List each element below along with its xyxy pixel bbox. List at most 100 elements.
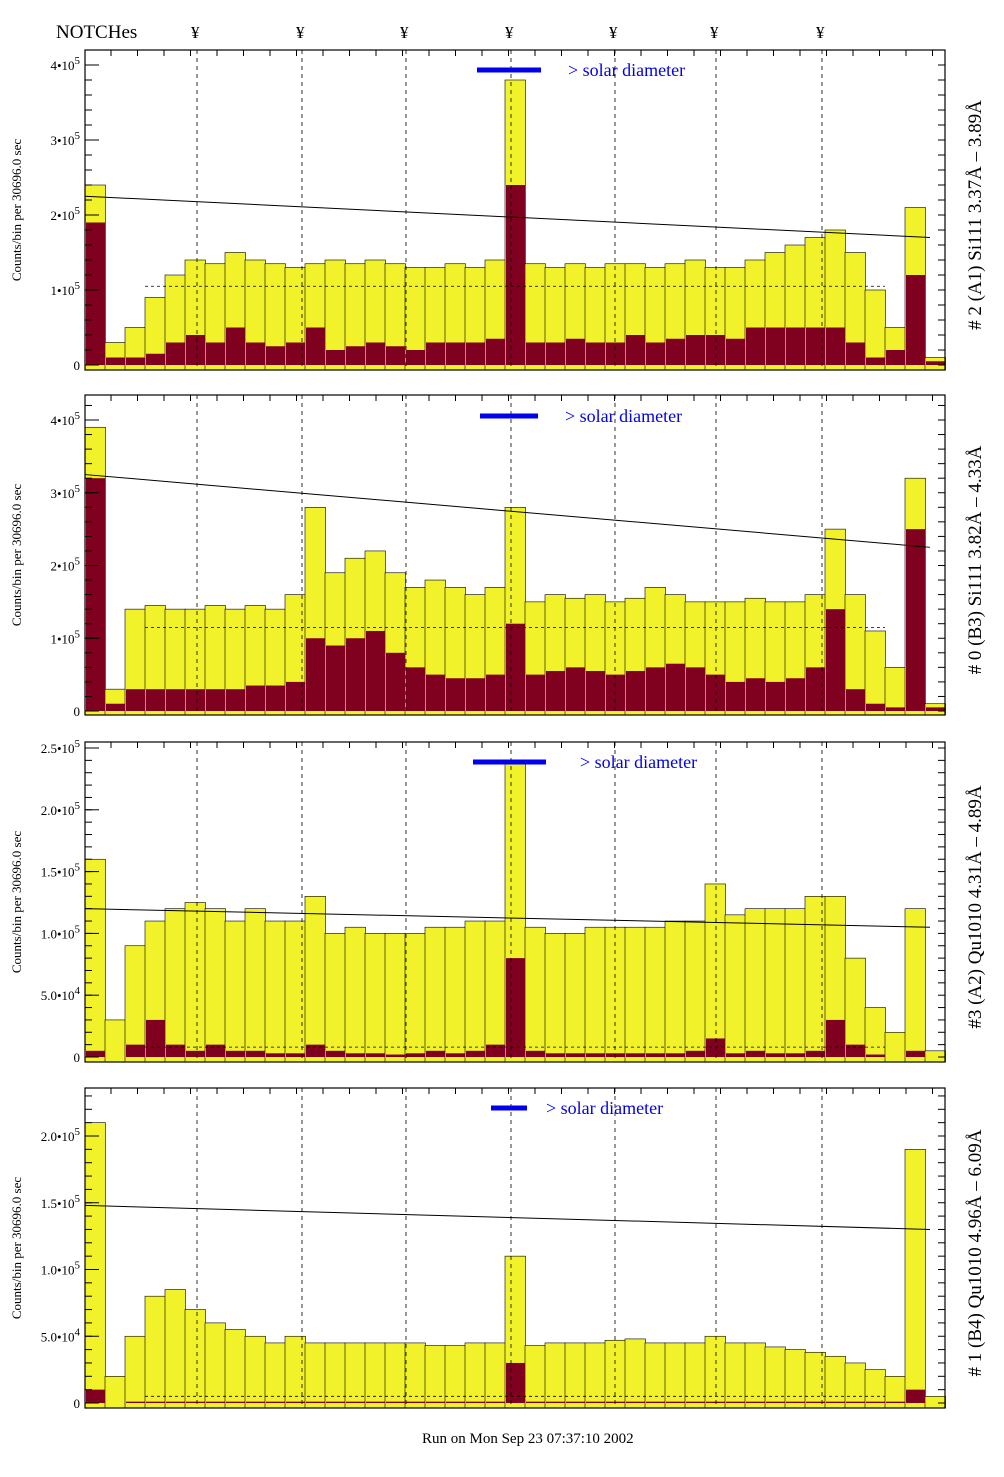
core-bar — [106, 357, 125, 365]
core-bar — [146, 689, 165, 711]
core-bar — [866, 357, 885, 365]
total-bar — [564, 933, 586, 1063]
y-tick-label: 0 — [74, 1396, 81, 1411]
chart-panel-1: 0 1•105 2•105 3•105 4•105 Counts/bin per 3069… — [9, 394, 986, 719]
total-bar — [364, 933, 386, 1063]
notch-marker: ¥ — [505, 23, 514, 42]
core-bar — [586, 1401, 605, 1403]
core-bar — [766, 1053, 785, 1057]
solar-diameter-label: > solar diameter — [565, 406, 682, 426]
total-bar — [104, 1019, 126, 1063]
total-bar — [264, 1342, 286, 1409]
run-timestamp: Run on Mon Sep 23 07:37:10 2002 — [422, 1431, 634, 1447]
y-tick-label: 2.0•105 — [41, 1126, 81, 1144]
core-bar — [346, 1053, 365, 1057]
core-bar — [526, 342, 545, 365]
core-bar — [286, 342, 305, 365]
total-bar — [824, 1355, 846, 1409]
core-bar — [726, 1053, 745, 1057]
plot-frame — [84, 394, 946, 716]
total-bar — [364, 1342, 386, 1409]
total-bar — [704, 883, 726, 1063]
total-bar — [124, 945, 146, 1063]
total-bar — [804, 896, 826, 1063]
core-bar — [606, 1053, 625, 1057]
notch-marker: ¥ — [816, 23, 825, 42]
total-bar — [484, 920, 506, 1063]
total-bar — [844, 1362, 866, 1409]
core-bar — [506, 185, 525, 365]
total-bar — [684, 1342, 706, 1409]
core-bar — [246, 1401, 265, 1403]
core-bar — [246, 342, 265, 365]
core-bar — [186, 1401, 205, 1403]
core-bar — [326, 645, 345, 711]
core-bar — [326, 1050, 345, 1057]
total-bar — [444, 1345, 466, 1409]
total-bar — [664, 1342, 686, 1409]
core-bar — [546, 1053, 565, 1057]
total-bar — [164, 908, 186, 1063]
y-tick-label: 1.5•105 — [41, 1193, 81, 1211]
total-bar — [324, 1342, 346, 1409]
core-bar — [386, 652, 405, 711]
total-bar — [284, 920, 306, 1063]
core-bar — [826, 609, 845, 711]
core-bar — [806, 327, 825, 365]
core-bar — [286, 1401, 305, 1403]
core-bar — [666, 1401, 685, 1403]
total-bar — [284, 1335, 306, 1409]
total-bar — [184, 1309, 206, 1409]
total-bar — [564, 1342, 586, 1409]
total-bar — [464, 1342, 486, 1409]
total-bar — [104, 1376, 126, 1409]
solar-diameter-label: > solar diameter — [546, 1098, 663, 1118]
core-bar — [766, 1401, 785, 1403]
core-bar — [786, 327, 805, 365]
core-bar — [786, 1401, 805, 1403]
total-bar — [484, 1342, 506, 1409]
chart-panel-0: 0 1•105 2•105 3•105 4•105 Counts/bin per 3069… — [9, 49, 986, 373]
core-bar — [346, 346, 365, 365]
total-bar — [424, 926, 446, 1063]
y-tick-label: 1•105 — [50, 280, 80, 298]
y-tick-label: 0 — [74, 1050, 81, 1065]
core-bar — [346, 638, 365, 711]
panel-title: # 1 (B4) Qu1010 4.96Å – 6.09Å — [965, 1129, 986, 1376]
core-bar — [246, 685, 265, 711]
core-bar — [166, 342, 185, 365]
core-bar — [686, 335, 705, 365]
core-bar — [266, 685, 285, 711]
total-bar — [444, 926, 466, 1063]
total-bar — [684, 920, 706, 1063]
core-bar — [466, 1401, 485, 1403]
core-bar — [526, 1050, 545, 1057]
core-bar — [166, 1044, 185, 1057]
core-bar — [826, 1401, 845, 1403]
core-bar — [566, 1053, 585, 1057]
core-bar — [446, 678, 465, 711]
core-bar — [426, 1050, 445, 1057]
total-bar — [304, 896, 326, 1063]
core-bar — [306, 638, 325, 711]
core-bar — [186, 335, 205, 365]
core-bar — [846, 1401, 865, 1403]
fit-line — [84, 474, 931, 548]
notches-label: NOTCHes — [56, 22, 137, 43]
core-bar — [666, 1053, 685, 1057]
core-bar — [206, 342, 225, 365]
core-bar — [906, 275, 925, 365]
chart-panel-3: 0 5.0•104 1.0•105 1.5•105 2.0•105 Counts/bin … — [9, 1087, 986, 1411]
core-bar — [906, 1050, 925, 1057]
notch-marker: ¥ — [400, 23, 409, 42]
total-bar — [324, 933, 346, 1063]
y-tick-label: 3•105 — [50, 130, 80, 148]
y-tick-label: 1.0•105 — [41, 923, 81, 941]
core-bar — [706, 1038, 725, 1057]
core-bar — [386, 1401, 405, 1403]
total-bar — [344, 926, 366, 1063]
core-bar — [486, 1401, 505, 1403]
y-tick-label: 5.0•104 — [41, 1326, 81, 1344]
core-bar — [546, 342, 565, 365]
